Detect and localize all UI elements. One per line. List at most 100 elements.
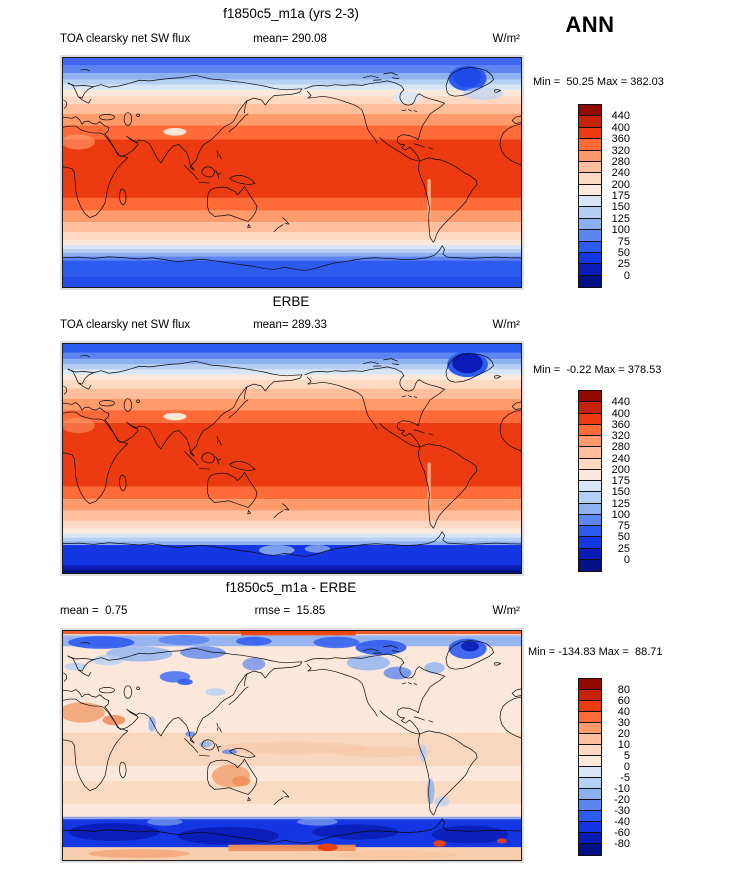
- units-label: W/m²: [492, 33, 520, 45]
- colorbar-cell: [579, 127, 601, 140]
- colorbar-tick-label: 200: [611, 178, 630, 191]
- colorbar-cell: [579, 559, 601, 571]
- colorbar-tick-label: 25: [617, 258, 630, 271]
- colorbar-tick-label: 80: [617, 684, 630, 696]
- colorbar-tick-label: 0: [623, 761, 630, 773]
- colorbar-cell: [579, 252, 601, 265]
- colorbar-cell: [579, 481, 601, 493]
- colorbar-cell: [579, 778, 601, 789]
- colorbar-cell: [579, 207, 601, 219]
- colorbar-tick-label: 440: [611, 110, 630, 123]
- colorbar-cell: [579, 116, 601, 128]
- colorbar-tick-label: -80: [614, 838, 630, 850]
- colorbar-cell: [579, 503, 601, 515]
- colorbar-cell: [579, 822, 601, 833]
- regional-anomalies: [63, 65, 504, 220]
- colorbar-tick-label: 125: [611, 497, 630, 510]
- colorbar-tick-label: 100: [611, 508, 630, 521]
- colorbar-tick-label: 5: [623, 750, 630, 762]
- colorbar-cell: [579, 469, 601, 481]
- colorbar-tick-label: 30: [617, 717, 630, 729]
- colorbar-tick-label: 440: [611, 396, 630, 409]
- erbe-map: [62, 343, 522, 574]
- field-label: TOA clearsky net SW flux: [60, 33, 191, 45]
- colorbar-scale: [578, 104, 602, 288]
- colorbar-tick-label: 40: [617, 706, 630, 718]
- colorbar-cell: [579, 230, 601, 242]
- latitude-bands: [63, 58, 521, 287]
- colorbar-tick-label: 10: [617, 739, 630, 751]
- colorbar-tick-label: 280: [611, 155, 630, 168]
- colorbar-tick-label: 150: [611, 486, 630, 499]
- colorbar-cell: [579, 690, 601, 701]
- colorbar-cell: [579, 537, 601, 549]
- colorbar-cell: [579, 811, 601, 822]
- colorbar-tick-label: 360: [611, 418, 630, 431]
- mean-label: mean= 290.08: [253, 33, 327, 45]
- colorbar-tick-label: -20: [614, 794, 630, 806]
- model-map-svg: [63, 58, 521, 287]
- colorbar-cell: [579, 447, 601, 459]
- colorbar-cell: [579, 833, 601, 844]
- colorbar: 440 400 360 320 280 240 200 175 150 125 100 75 50 25 0: [578, 104, 630, 288]
- mean-label: mean= 289.33: [253, 319, 327, 331]
- colorbar-tick-label: 400: [611, 407, 630, 420]
- colorbar-cell: [579, 264, 601, 276]
- colorbar-cell: [579, 492, 601, 504]
- minmax-label: Min = -0.22 Max = 378.53: [533, 364, 662, 376]
- colorbar-tick-label: 125: [611, 212, 630, 225]
- panel-title: ERBE: [272, 294, 310, 309]
- colorbar-tick-label: -30: [614, 805, 630, 817]
- colorbar-tick-label: -10: [614, 783, 630, 795]
- latitude-bands: [63, 344, 521, 573]
- colorbar-cell: [579, 150, 601, 162]
- colorbar-tick-label: 200: [611, 463, 630, 476]
- colorbar-cell: [579, 436, 601, 448]
- colorbar-tick-label: 0: [623, 269, 630, 282]
- field-label: TOA clearsky net SW flux: [60, 319, 191, 331]
- colorbar-cell: [579, 767, 601, 778]
- colorbar-tick-label: 0: [623, 553, 630, 566]
- colorbar-cell: [579, 723, 601, 734]
- colorbar-tick-label: 175: [611, 190, 630, 202]
- difference-map: [62, 630, 522, 861]
- regional-anomalies: [63, 351, 488, 556]
- colorbar-cell: [579, 413, 601, 425]
- model-map: [62, 57, 522, 288]
- colorbar-cell: [579, 514, 601, 526]
- colorbar-cell: [579, 679, 601, 690]
- colorbar-scale: [578, 678, 602, 856]
- colorbar-tick-label: 400: [611, 121, 630, 134]
- colorbar-scale: [578, 390, 602, 572]
- colorbar-tick-label: 240: [611, 167, 630, 180]
- colorbar-cell: [579, 139, 601, 151]
- colorbar-tick-label: -40: [614, 816, 630, 828]
- erbe-map-svg: [63, 344, 521, 573]
- colorbar: 440 400 360 320 280 240 200 175 150 125 100 75 50 25 0: [578, 390, 630, 572]
- colorbar: 80 60 40 30 20 10 5 0 -5 -10 -20 -30 -40 -60 -80: [578, 678, 630, 856]
- colorbar-cell: [579, 424, 601, 436]
- colorbar-tick-label: 20: [617, 728, 630, 740]
- colorbar-tick-label: 50: [617, 531, 630, 544]
- colorbar-cell: [579, 548, 601, 560]
- colorbar-tick-label: -5: [620, 772, 630, 784]
- colorbar-cell: [579, 184, 601, 196]
- panel-title: f1850c5_m1a (yrs 2-3): [223, 6, 359, 21]
- colorbar-tick-label: 150: [611, 201, 630, 214]
- colorbar-cell: [579, 391, 601, 403]
- colorbar-tick-label: 100: [611, 224, 630, 237]
- colorbar-tick-label: 75: [617, 520, 630, 532]
- colorbar-tick-label: 75: [617, 235, 630, 248]
- panel-subtitle-row: mean = 0.75 rmse = 15.85 W/m²: [60, 605, 520, 619]
- colorbar-tick-label: 50: [617, 246, 630, 259]
- rmse-label: rmse = 15.85: [254, 605, 326, 617]
- colorbar-tick-label: 60: [617, 695, 630, 707]
- minmax-label: Min = 50.25 Max = 382.03: [533, 76, 664, 88]
- colorbar-cell: [579, 458, 601, 470]
- colorbar-tick-label: 360: [611, 133, 630, 146]
- colorbar-cell: [579, 745, 601, 756]
- colorbar-tick-label: 240: [611, 452, 630, 465]
- colorbar-tick-label: 320: [611, 144, 630, 157]
- mean-label: mean = 0.75: [60, 605, 128, 617]
